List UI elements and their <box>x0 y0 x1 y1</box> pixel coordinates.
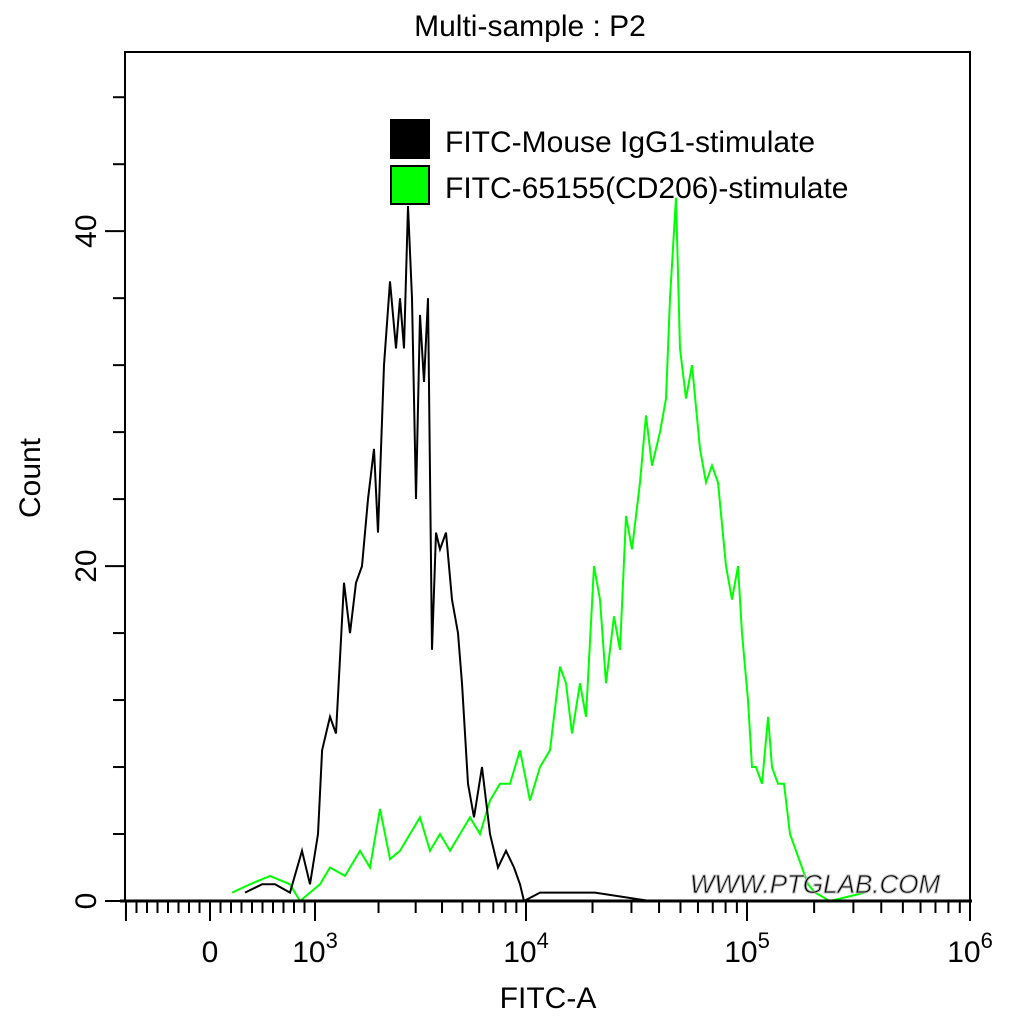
legend-swatch-1 <box>390 165 430 205</box>
chart-title: Multi-sample : P2 <box>414 10 646 43</box>
x-tick-label: 103 <box>292 928 338 969</box>
legend-swatch-0 <box>390 119 430 159</box>
x-axis-label: FITC-A <box>500 982 597 1015</box>
x-tick-label: 106 <box>947 928 993 969</box>
x-tick-label: 0 <box>202 936 219 969</box>
x-axis: 0 103 104 105 106 <box>120 899 993 969</box>
y-tick-label: 20 <box>70 549 103 582</box>
y-axis: 0 20 40 <box>70 52 126 910</box>
x-tick-label: 104 <box>503 928 549 969</box>
series-layer <box>231 197 866 903</box>
legend-label-0: FITC-Mouse IgG1-stimulate <box>445 126 815 159</box>
y-axis-label: Count <box>14 437 47 518</box>
series-line-0 <box>244 206 651 903</box>
watermark: WWW.PTGLAB.COM <box>690 869 941 899</box>
y-tick-label: 0 <box>70 893 103 910</box>
legend-label-1: FITC-65155(CD206)-stimulate <box>445 172 848 205</box>
legend: FITC-Mouse IgG1-stimulate FITC-65155(CD2… <box>390 119 848 205</box>
x-tick-label: 105 <box>724 928 770 969</box>
series-line-1 <box>231 197 866 903</box>
y-tick-label: 40 <box>70 214 103 247</box>
